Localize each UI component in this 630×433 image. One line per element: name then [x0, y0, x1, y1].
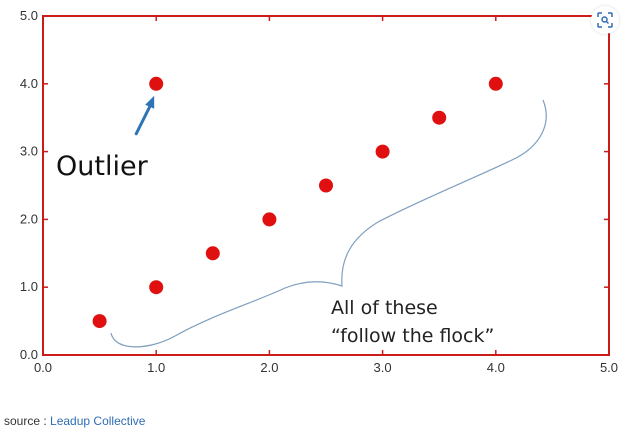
x-tick-label: 1.0	[147, 360, 165, 375]
y-tick-label: 4.0	[20, 76, 38, 91]
data-point	[375, 144, 390, 159]
x-tick-label: 0.0	[34, 360, 52, 375]
data-point	[149, 76, 164, 91]
data-point	[488, 76, 503, 91]
plot-frame	[42, 15, 610, 356]
y-tick-label: 5.0	[20, 8, 38, 23]
visual-search-icon	[597, 12, 613, 28]
y-tick-label: 2.0	[20, 211, 38, 226]
outlier-arrow-head	[145, 95, 155, 109]
x-tick-label: 5.0	[600, 360, 618, 375]
data-point	[205, 246, 220, 261]
annotations: Outlier All of these “follow the flock”	[56, 95, 547, 348]
axes: 0.0 1.0 2.0 3.0 4.0 5.0 0.0 1.0 2.0 3.0 4.0 5.0	[20, 8, 618, 375]
source-link[interactable]: Leadup Collective	[50, 414, 146, 428]
flock-brace	[110, 99, 547, 348]
flock-label-line-2: “follow the flock”	[331, 325, 494, 347]
outlier-label: Outlier	[56, 151, 149, 182]
y-tick-label: 3.0	[20, 144, 38, 159]
outlier-arrow	[134, 104, 152, 136]
data-point	[149, 280, 164, 295]
x-tick-label: 2.0	[260, 360, 278, 375]
scatter-chart: 0.0 1.0 2.0 3.0 4.0 5.0 0.0 1.0 2.0 3.0 4.0 5.0 Out…	[20, 8, 618, 375]
y-tick-label: 0.0	[20, 347, 38, 362]
data-point	[92, 314, 107, 329]
flock-label-line-1: All of these	[331, 297, 438, 319]
data-point	[262, 212, 277, 227]
data-points	[92, 76, 503, 329]
source-prefix: source :	[4, 414, 51, 428]
x-tick-label: 3.0	[374, 360, 392, 375]
y-tick-label: 1.0	[20, 279, 38, 294]
data-point	[432, 110, 447, 125]
visual-search-button[interactable]	[591, 6, 619, 34]
source-caption: source : Leadup Collective	[4, 414, 145, 428]
x-tick-label: 4.0	[487, 360, 505, 375]
data-point	[319, 178, 333, 193]
